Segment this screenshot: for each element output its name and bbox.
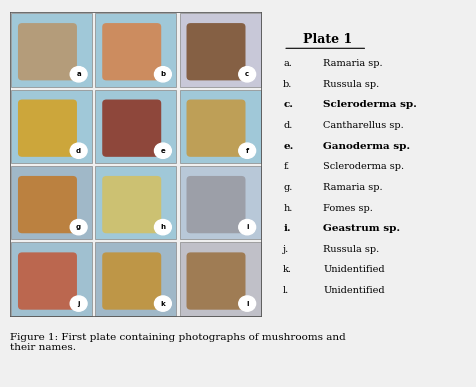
Circle shape [238,296,255,311]
Text: i: i [246,224,248,230]
Bar [179,166,260,240]
Circle shape [238,143,255,158]
Text: a.: a. [283,59,291,68]
Text: Figure 1: First plate containing photographs of mushrooms and
their names.: Figure 1: First plate containing photogr… [10,333,345,352]
Text: k.: k. [283,265,291,274]
FancyBboxPatch shape [18,252,77,310]
FancyBboxPatch shape [102,99,161,157]
Bar [179,89,260,163]
FancyBboxPatch shape [18,23,77,80]
Text: e.: e. [283,142,293,151]
Text: d.: d. [283,121,292,130]
Circle shape [154,67,171,82]
Circle shape [238,67,255,82]
FancyBboxPatch shape [186,23,245,80]
Text: Ramaria sp.: Ramaria sp. [323,183,382,192]
Text: l.: l. [283,286,289,295]
Text: f: f [245,148,248,154]
Circle shape [238,219,255,235]
Text: Plate 1: Plate 1 [303,33,352,46]
Circle shape [154,296,171,311]
Text: Russula sp.: Russula sp. [323,245,379,254]
Text: j.: j. [283,245,289,254]
Text: i.: i. [283,224,290,233]
Bar [179,13,260,87]
Circle shape [70,296,87,311]
Text: c: c [245,71,249,77]
Text: Fomes sp.: Fomes sp. [323,204,372,212]
Text: j: j [77,301,79,307]
Text: e: e [160,148,165,154]
Text: h.: h. [283,204,292,212]
FancyBboxPatch shape [102,252,161,310]
Circle shape [154,143,171,158]
Text: f.: f. [283,162,289,171]
Text: Russula sp.: Russula sp. [323,80,379,89]
Circle shape [154,219,171,235]
Text: Geastrum sp.: Geastrum sp. [323,224,399,233]
Text: Scleroderma sp.: Scleroderma sp. [323,100,416,110]
Bar [95,242,176,316]
Bar [11,13,92,87]
Bar [11,242,92,316]
Text: k: k [160,301,165,307]
Text: h: h [160,224,165,230]
FancyBboxPatch shape [186,176,245,233]
Text: d: d [76,148,81,154]
FancyBboxPatch shape [102,23,161,80]
Text: b: b [160,71,165,77]
Text: a: a [76,71,81,77]
FancyBboxPatch shape [186,252,245,310]
Text: c.: c. [283,100,293,110]
Bar [95,13,176,87]
Text: l: l [246,301,248,307]
FancyBboxPatch shape [186,99,245,157]
Text: Ramaria sp.: Ramaria sp. [323,59,382,68]
Circle shape [70,219,87,235]
Bar [11,89,92,163]
Circle shape [70,67,87,82]
Circle shape [70,143,87,158]
Text: Scleroderma sp.: Scleroderma sp. [323,162,404,171]
Text: g: g [76,224,81,230]
Bar [95,89,176,163]
Text: Ganoderma sp.: Ganoderma sp. [323,142,409,151]
FancyBboxPatch shape [18,176,77,233]
Text: Unidentified: Unidentified [323,265,384,274]
Text: Cantharellus sp.: Cantharellus sp. [323,121,403,130]
Bar [11,166,92,240]
Text: g.: g. [283,183,292,192]
Bar [179,242,260,316]
FancyBboxPatch shape [102,176,161,233]
FancyBboxPatch shape [18,99,77,157]
Text: b.: b. [283,80,292,89]
Bar [95,166,176,240]
Text: Unidentified: Unidentified [323,286,384,295]
